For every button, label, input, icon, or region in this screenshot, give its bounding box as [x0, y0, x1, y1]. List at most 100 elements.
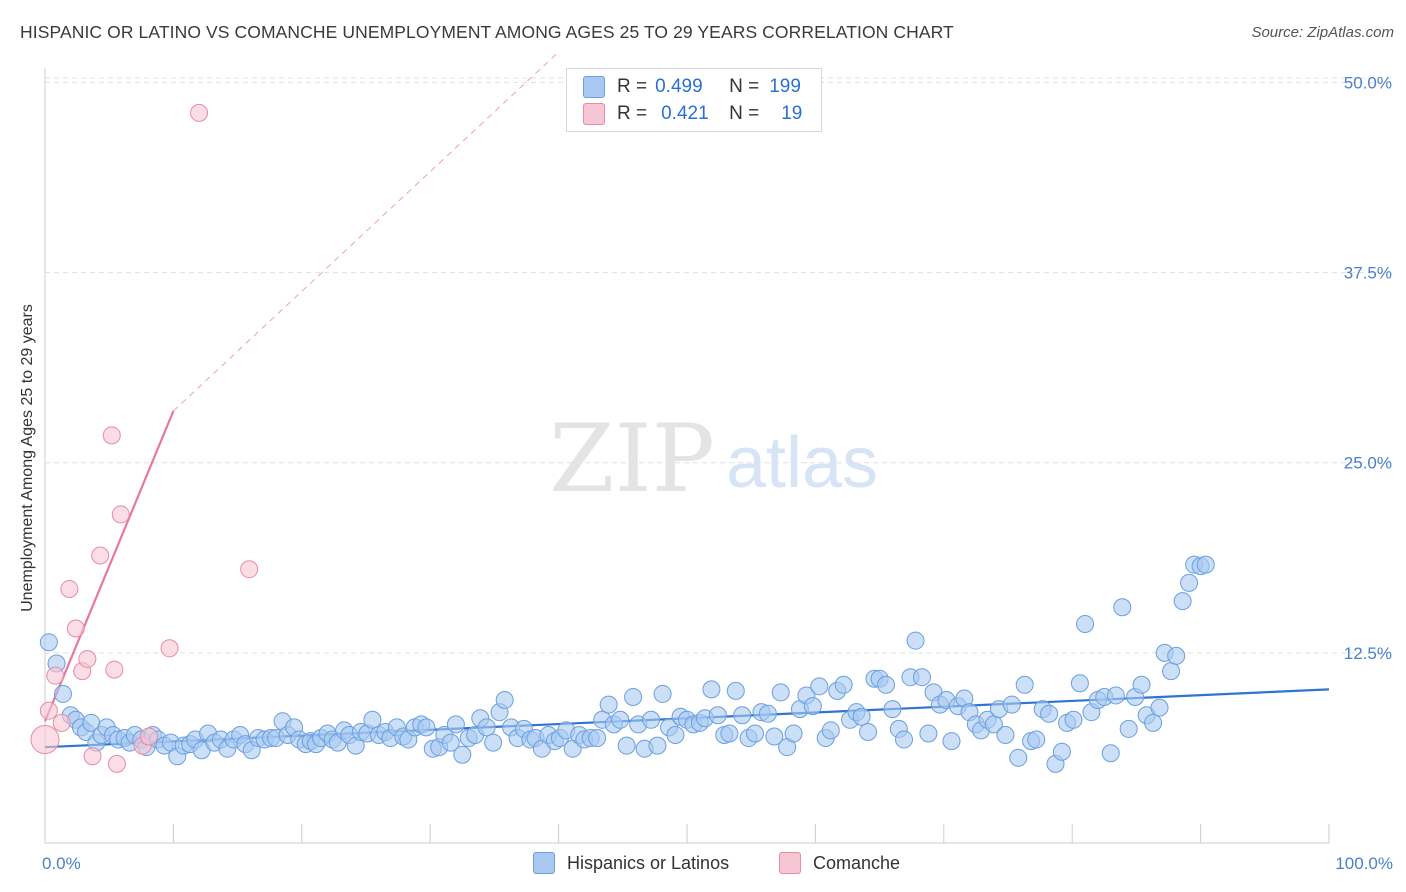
data-point-hispanic	[726, 681, 745, 700]
data-point-hispanic	[648, 736, 667, 755]
data-point-hispanic	[765, 727, 784, 746]
data-point-hispanic	[1002, 695, 1021, 714]
y-tick-label: 37.5%	[1344, 264, 1392, 283]
data-point-hispanic	[53, 684, 72, 703]
y-tick-label: 25.0%	[1344, 454, 1392, 473]
data-point-hispanic	[1132, 675, 1151, 694]
r-value: 0.499	[655, 76, 703, 97]
data-point-hispanic	[919, 724, 938, 743]
data-point-comanche	[46, 666, 65, 685]
data-point-hispanic	[1009, 748, 1028, 767]
legend-label: Hispanics or Latinos	[567, 852, 730, 873]
data-point-hispanic	[666, 725, 685, 744]
data-point-hispanic	[1113, 598, 1132, 617]
data-point-comanche	[140, 727, 159, 746]
data-point-hispanic	[1015, 675, 1034, 694]
r-label: R =	[617, 76, 648, 97]
source-label: Source: ZipAtlas.com	[1251, 24, 1394, 41]
data-point-hispanic	[1173, 592, 1192, 611]
pink-swatch	[779, 852, 801, 874]
data-point-hispanic	[1162, 662, 1181, 681]
pink-swatch	[583, 103, 605, 125]
data-point-comanche	[66, 619, 85, 638]
data-point-hispanic	[758, 704, 777, 723]
stats-legend-row-blue: R = 0.499 N = 199	[583, 75, 801, 99]
data-point-hispanic	[702, 680, 721, 699]
data-point-hispanic	[733, 706, 752, 725]
data-point-hispanic	[1040, 704, 1059, 723]
data-point-hispanic	[1076, 614, 1095, 633]
data-point-hispanic	[642, 710, 661, 729]
data-point-hispanic	[1180, 573, 1199, 592]
data-point-hispanic	[441, 733, 460, 752]
data-point-hispanic	[495, 691, 514, 710]
data-point-hispanic	[834, 675, 853, 694]
data-point-comanche	[83, 747, 102, 766]
data-point-hispanic	[1070, 674, 1089, 693]
data-point-hispanic	[708, 706, 727, 725]
data-point-hispanic	[617, 736, 636, 755]
y-tick-label: 12.5%	[1344, 644, 1392, 663]
data-point-hispanic	[417, 718, 436, 737]
data-point-hispanic	[859, 722, 878, 741]
tick-labels: 12.5% 25.0% 37.5% 50.0% 0.0% 100.0%	[42, 73, 1393, 873]
data-point-hispanic	[611, 710, 630, 729]
data-point-hispanic	[877, 675, 896, 694]
data-point-hispanic	[653, 684, 672, 703]
data-point-hispanic	[624, 687, 643, 706]
data-point-hispanic	[1144, 713, 1163, 732]
data-points	[30, 103, 1215, 773]
chart-title: HISPANIC OR LATINO VS COMANCHE UNEMPLOYM…	[20, 22, 954, 42]
data-point-hispanic	[894, 730, 913, 749]
watermark: ZIP atlas	[549, 405, 878, 514]
data-point-hispanic	[803, 697, 822, 716]
data-point-hispanic	[1106, 686, 1125, 705]
data-point-comanche	[190, 103, 209, 122]
data-point-hispanic	[810, 677, 829, 696]
data-point-hispanic	[363, 710, 382, 729]
data-point-hispanic	[446, 715, 465, 734]
data-point-comanche	[105, 660, 124, 679]
data-point-hispanic	[1167, 646, 1186, 665]
data-point-hispanic	[484, 733, 503, 752]
data-point-hispanic	[784, 724, 803, 743]
legend-item-hispanics[interactable]: Hispanics or Latinos	[533, 852, 729, 874]
data-point-comanche	[102, 426, 121, 445]
data-point-hispanic	[906, 631, 925, 650]
data-point-hispanic	[1027, 730, 1046, 749]
data-point-hispanic	[771, 683, 790, 702]
blue-swatch	[583, 76, 605, 98]
data-point-hispanic	[477, 718, 496, 737]
data-point-hispanic	[852, 707, 871, 726]
n-label: N =	[729, 76, 760, 97]
data-point-hispanic	[1052, 742, 1071, 761]
stats-legend-row-pink: R = 0.421 N = 19	[583, 102, 802, 126]
data-point-comanche	[107, 754, 126, 773]
data-point-comanche	[111, 505, 130, 524]
y-axis-label: Unemployment Among Ages 25 to 29 years	[19, 304, 36, 612]
data-point-hispanic	[599, 695, 618, 714]
x-tick-label: 0.0%	[42, 854, 81, 873]
data-point-hispanic	[453, 745, 472, 764]
legend-label: Comanche	[813, 852, 901, 873]
trend-line-comanche-extended	[173, 51, 559, 412]
legend-item-comanche[interactable]: Comanche	[779, 852, 900, 874]
data-point-hispanic	[996, 725, 1015, 744]
data-point-hispanic	[1119, 719, 1138, 738]
data-point-hispanic	[1196, 555, 1215, 574]
trend-lines	[43, 51, 1330, 749]
data-point-hispanic	[942, 732, 961, 751]
data-point-hispanic	[39, 633, 58, 652]
watermark-zip: ZIP	[549, 405, 715, 514]
y-tick-label: 50.0%	[1344, 73, 1392, 92]
data-point-hispanic	[746, 724, 765, 743]
data-point-comanche	[240, 560, 259, 579]
n-value: 199	[769, 76, 801, 97]
data-point-comanche	[60, 579, 79, 598]
n-label: N =	[729, 103, 760, 124]
stats-legend: R = 0.499 N = 199 R = 0.421 N = 19	[566, 68, 822, 132]
blue-swatch	[533, 852, 555, 874]
data-point-comanche	[78, 649, 97, 668]
data-point-comanche	[30, 725, 60, 755]
